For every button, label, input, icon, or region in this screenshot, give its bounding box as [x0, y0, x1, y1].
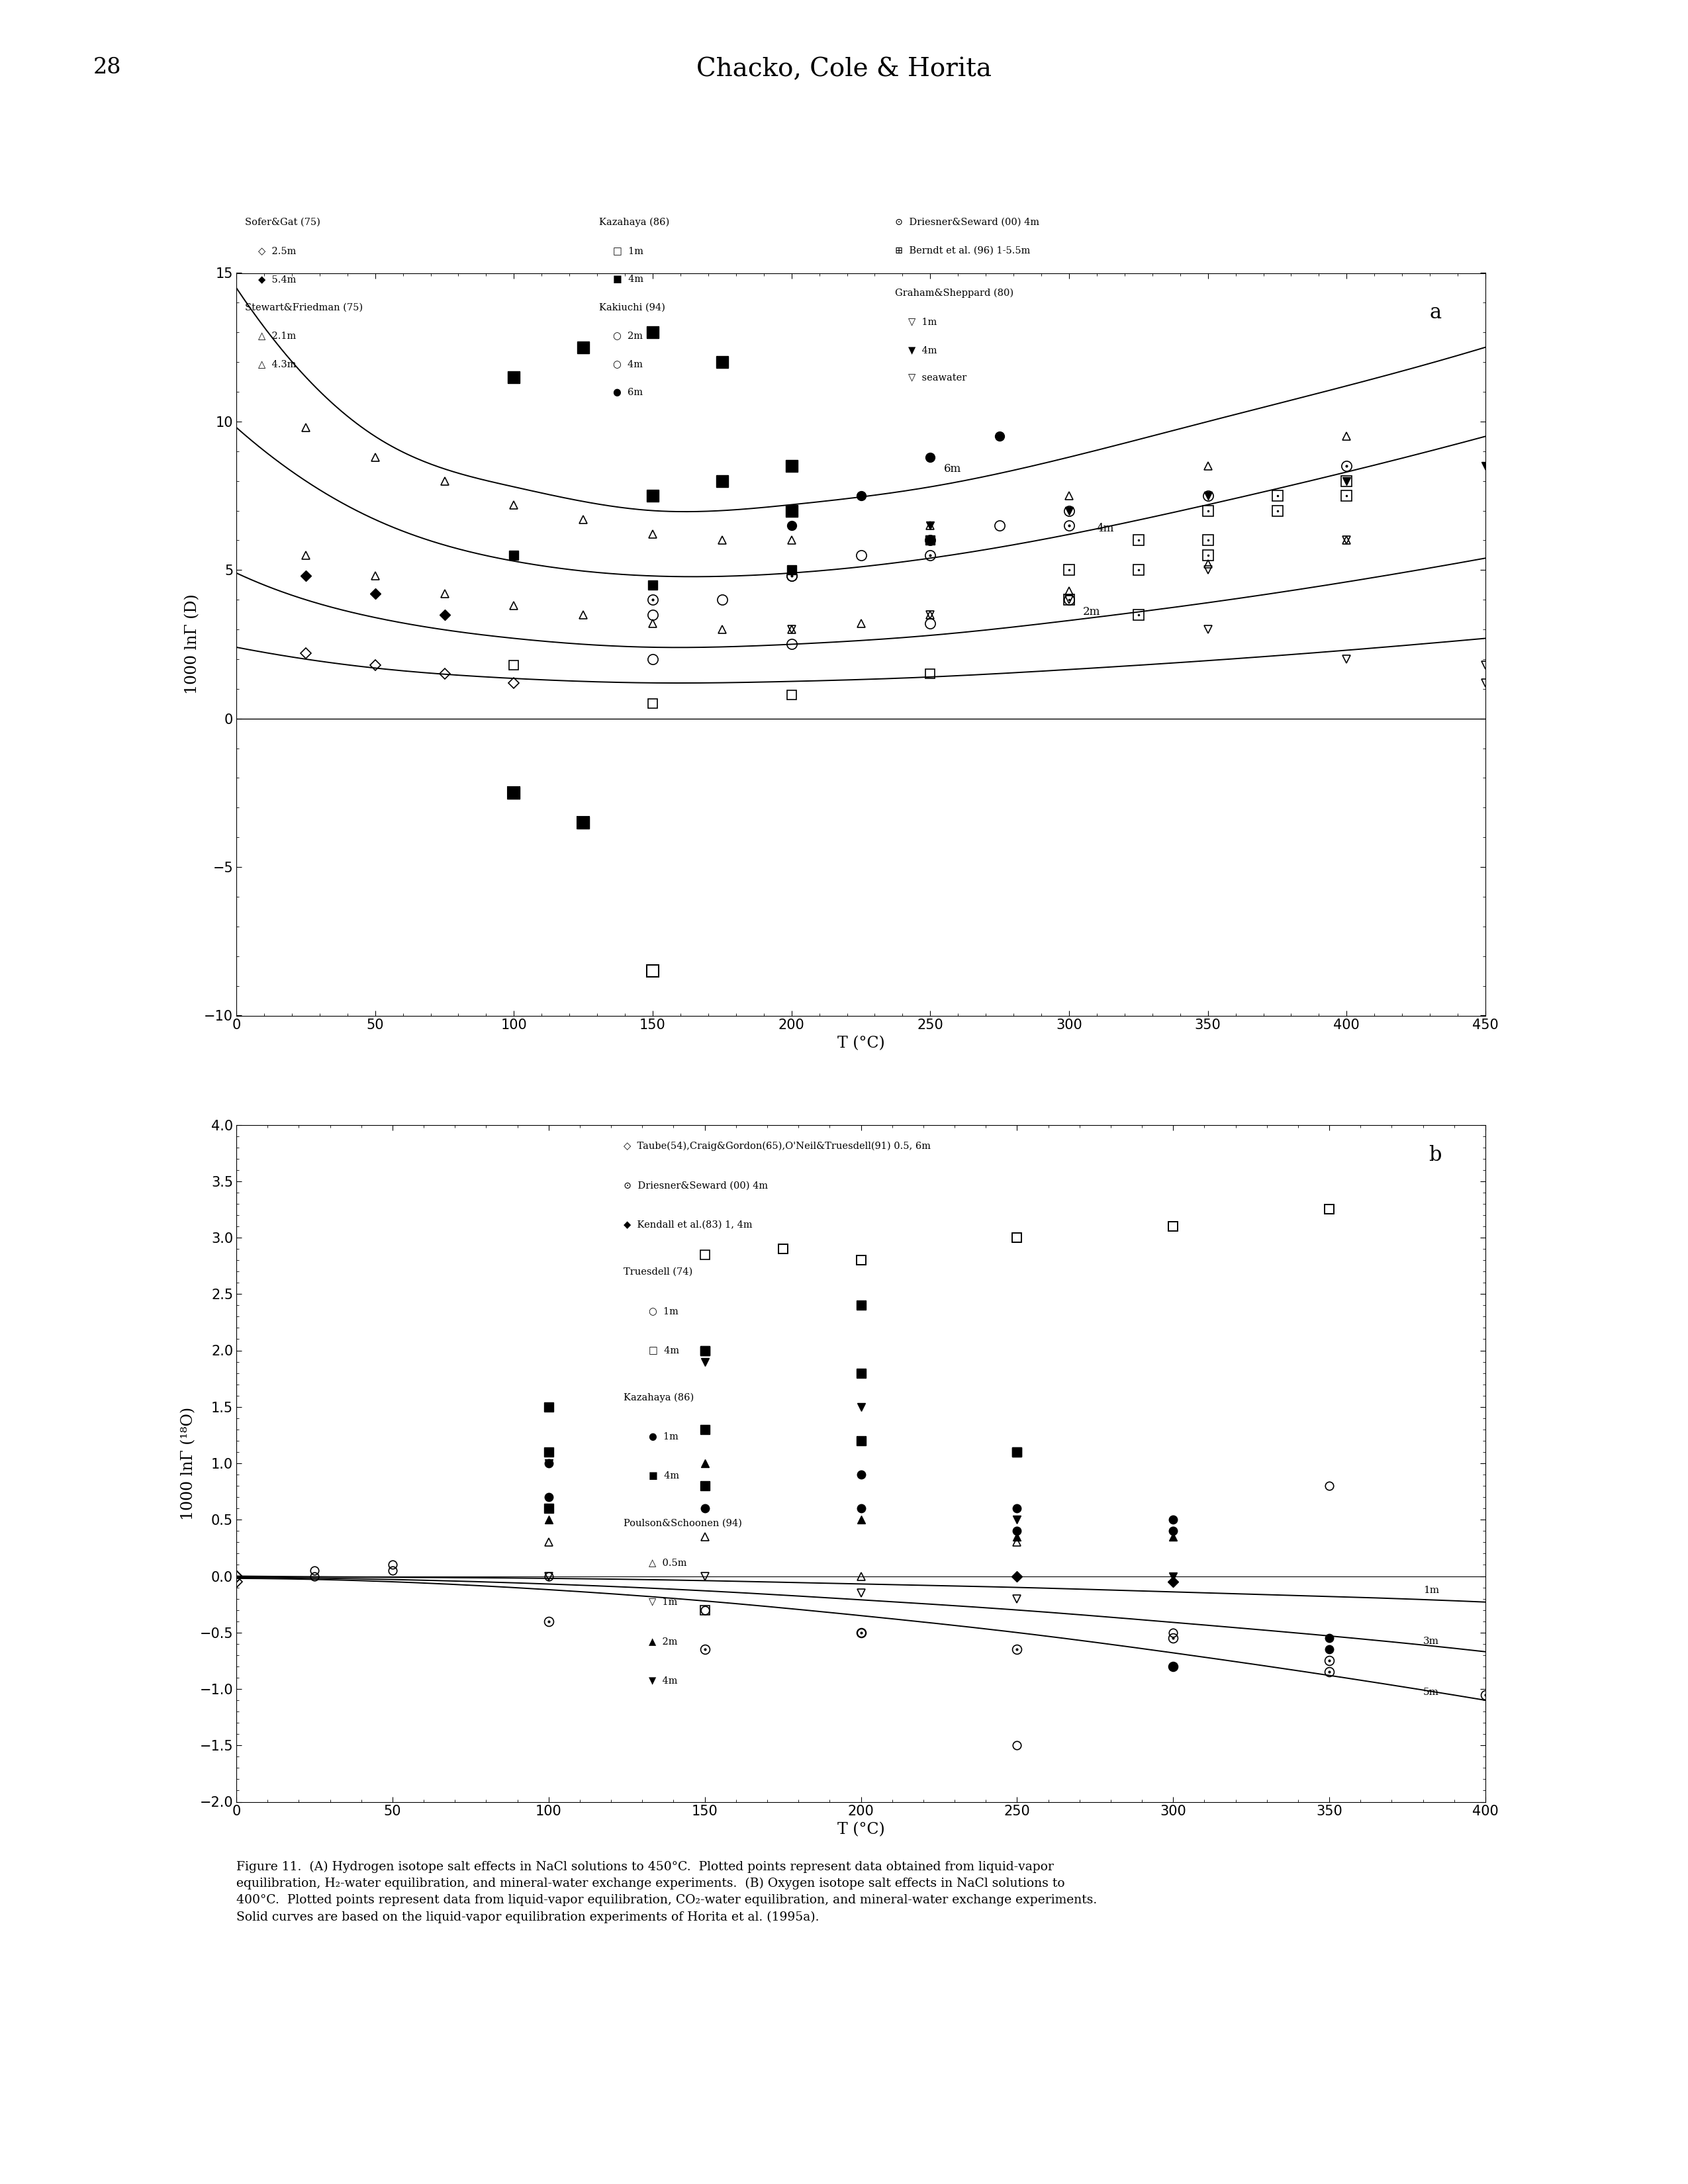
Text: ⊙  Driesner&Seward (00) 4m: ⊙ Driesner&Seward (00) 4m [895, 218, 1040, 227]
Text: ●  1m: ● 1m [648, 1433, 679, 1441]
Text: ▽  1m: ▽ 1m [908, 317, 937, 325]
Text: ▽  seawater: ▽ seawater [908, 373, 967, 382]
Text: b: b [1428, 1144, 1442, 1166]
Text: Kazahaya (86): Kazahaya (86) [599, 218, 670, 227]
Text: Stewart&Friedman (75): Stewart&Friedman (75) [245, 304, 363, 312]
Text: 28: 28 [93, 57, 122, 79]
Text: △  4.3m: △ 4.3m [258, 360, 297, 369]
Text: 1m: 1m [1423, 1586, 1438, 1594]
Text: Truesdell (74): Truesdell (74) [623, 1267, 692, 1278]
Y-axis label: 1000 lnΓ (D): 1000 lnΓ (D) [186, 594, 201, 695]
Text: ◆  5.4m: ◆ 5.4m [258, 275, 297, 284]
Text: ■  4m: ■ 4m [613, 275, 643, 284]
Text: □  1m: □ 1m [613, 247, 643, 256]
Text: ⊞  Berndt et al. (96) 1-5.5m: ⊞ Berndt et al. (96) 1-5.5m [895, 247, 1030, 256]
Text: ○  2m: ○ 2m [613, 332, 643, 341]
Text: ■  4m: ■ 4m [648, 1472, 679, 1481]
Text: 5m: 5m [1423, 1688, 1438, 1697]
Text: Kazahaya (86): Kazahaya (86) [623, 1393, 694, 1402]
X-axis label: T (°C): T (°C) [837, 1821, 885, 1837]
Text: Kakiuchi (94): Kakiuchi (94) [599, 304, 665, 312]
Text: 2m: 2m [1084, 605, 1101, 618]
Text: ▲  2m: ▲ 2m [648, 1636, 677, 1647]
Text: Figure 11.  (A) Hydrogen isotope salt effects in NaCl solutions to 450°C.  Plott: Figure 11. (A) Hydrogen isotope salt eff… [236, 1861, 1097, 1922]
Text: ▼  4m: ▼ 4m [908, 345, 937, 354]
Text: ○  4m: ○ 4m [613, 360, 643, 369]
Text: Poulson&Schoonen (94): Poulson&Schoonen (94) [623, 1518, 743, 1529]
Text: ●  6m: ● 6m [613, 389, 643, 397]
Text: 3m: 3m [1423, 1636, 1438, 1647]
Text: △  0.5m: △ 0.5m [648, 1557, 687, 1568]
Text: ◇  Taube(54),Craig&Gordon(65),O'Neil&Truesdell(91) 0.5, 6m: ◇ Taube(54),Craig&Gordon(65),O'Neil&True… [623, 1142, 930, 1151]
Text: □  4m: □ 4m [648, 1345, 679, 1354]
Text: ◇  2.5m: ◇ 2.5m [258, 247, 297, 256]
Text: ◆  Kendall et al.(83) 1, 4m: ◆ Kendall et al.(83) 1, 4m [623, 1221, 753, 1230]
Text: ⊙  Driesner&Seward (00) 4m: ⊙ Driesner&Seward (00) 4m [623, 1182, 768, 1190]
Y-axis label: 1000 lnΓ (¹⁸O): 1000 lnΓ (¹⁸O) [181, 1406, 196, 1520]
Text: △  2.1m: △ 2.1m [258, 332, 295, 341]
Text: ▼  4m: ▼ 4m [648, 1675, 677, 1686]
X-axis label: T (°C): T (°C) [837, 1035, 885, 1051]
Text: 4m: 4m [1097, 522, 1114, 535]
Text: ○  1m: ○ 1m [648, 1306, 679, 1317]
Text: a: a [1430, 304, 1442, 323]
Text: Chacko, Cole & Horita: Chacko, Cole & Horita [697, 57, 991, 81]
Text: Sofer&Gat (75): Sofer&Gat (75) [245, 218, 321, 227]
Text: ▽  1m: ▽ 1m [648, 1597, 677, 1607]
Text: Graham&Sheppard (80): Graham&Sheppard (80) [895, 288, 1013, 297]
Text: 6m: 6m [944, 463, 962, 474]
